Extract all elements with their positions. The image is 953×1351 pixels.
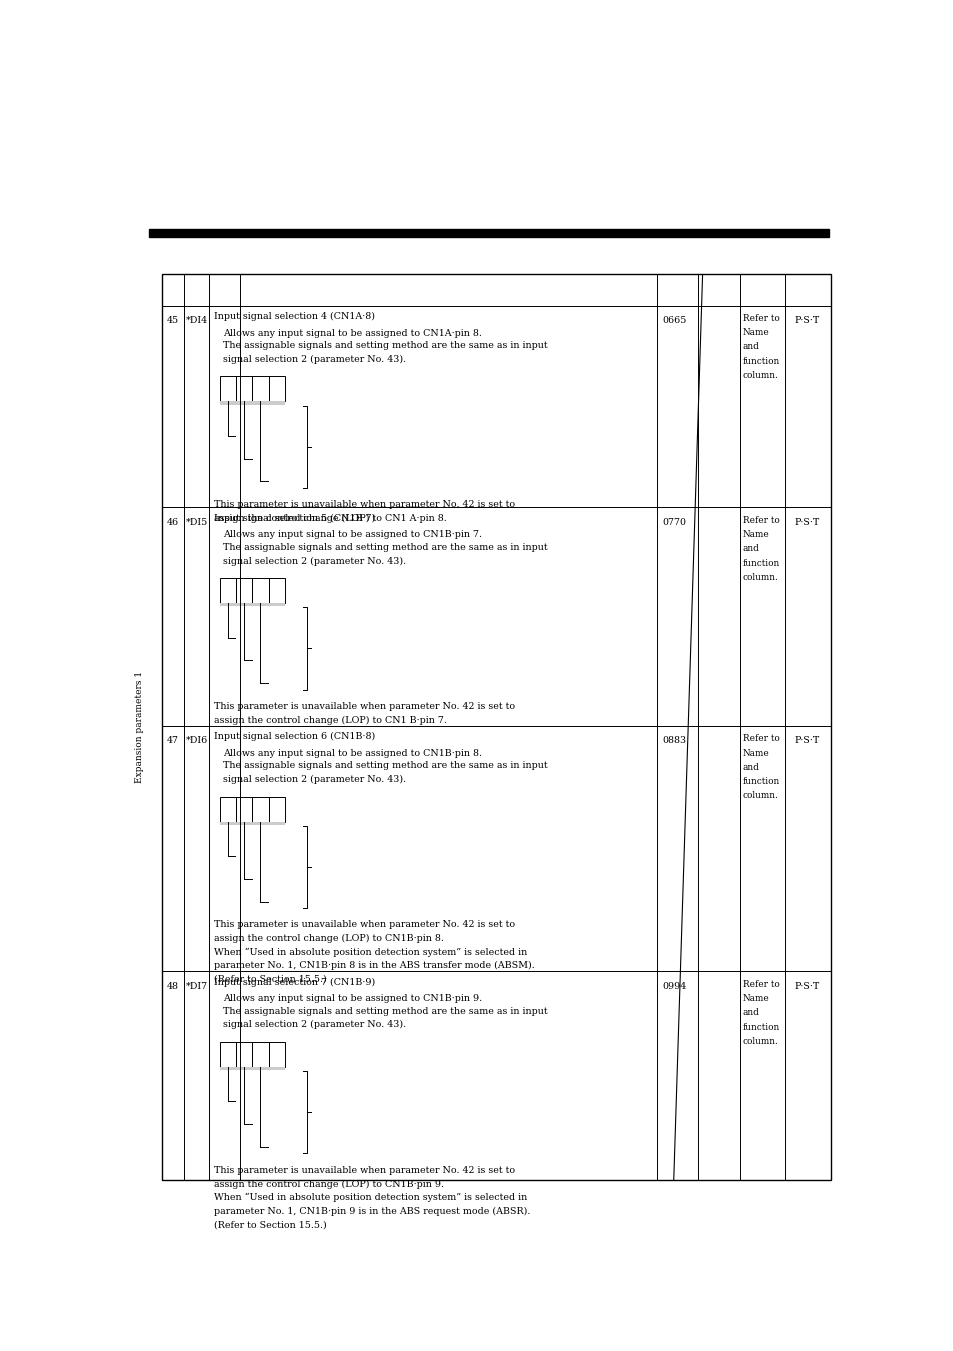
Text: assign the control change (LOP) to CN1B·pin 9.: assign the control change (LOP) to CN1B·… <box>213 1179 443 1189</box>
Text: P·S·T: P·S·T <box>794 982 820 990</box>
Bar <box>219 797 235 821</box>
Bar <box>219 1067 285 1070</box>
Bar <box>219 578 235 603</box>
Text: 47: 47 <box>167 736 179 746</box>
Bar <box>252 377 269 401</box>
Text: This parameter is unavailable when parameter No. 42 is set to: This parameter is unavailable when param… <box>213 1166 515 1175</box>
Text: Allows any input signal to be assigned to CN1B·pin 9.: Allows any input signal to be assigned t… <box>222 994 481 1004</box>
Bar <box>235 377 252 401</box>
Text: The assignable signals and setting method are the same as in input: The assignable signals and setting metho… <box>222 762 547 770</box>
Text: The assignable signals and setting method are the same as in input: The assignable signals and setting metho… <box>222 340 547 350</box>
Text: (Refer to Section 15.5.): (Refer to Section 15.5.) <box>213 1220 326 1229</box>
Text: The assignable signals and setting method are the same as in input: The assignable signals and setting metho… <box>222 543 547 551</box>
Bar <box>269 1042 285 1067</box>
Text: parameter No. 1, CN1B·pin 8 is in the ABS transfer mode (ABSM).: parameter No. 1, CN1B·pin 8 is in the AB… <box>213 961 534 970</box>
Text: 0883: 0883 <box>661 736 685 746</box>
Bar <box>269 797 285 821</box>
Text: When “Used in absolute position detection system” is selected in: When “Used in absolute position detectio… <box>213 947 527 957</box>
Text: This parameter is unavailable when parameter No. 42 is set to: This parameter is unavailable when param… <box>213 703 515 711</box>
Text: Allows any input signal to be assigned to CN1B·pin 7.: Allows any input signal to be assigned t… <box>222 531 481 539</box>
Bar <box>149 228 828 236</box>
Text: Input signal selection 7 (CN1B·9): Input signal selection 7 (CN1B·9) <box>213 978 375 986</box>
Bar <box>219 1042 235 1067</box>
Text: The assignable signals and setting method are the same as in input: The assignable signals and setting metho… <box>222 1006 547 1016</box>
Text: assign the control change (LOP) to CN1 A·pin 8.: assign the control change (LOP) to CN1 A… <box>213 513 446 523</box>
Text: This parameter is unavailable when parameter No. 42 is set to: This parameter is unavailable when param… <box>213 920 515 929</box>
Text: Input signal selection 6 (CN1B·8): Input signal selection 6 (CN1B·8) <box>213 732 375 742</box>
Bar <box>235 797 252 821</box>
Text: 0770: 0770 <box>661 517 685 527</box>
Text: 46: 46 <box>167 517 179 527</box>
Bar <box>252 1042 269 1067</box>
Text: Refer to
Name
and
function
column.: Refer to Name and function column. <box>741 979 779 1046</box>
Text: *DI7: *DI7 <box>186 982 208 990</box>
Text: assign the control change (LOP) to CN1 B·pin 7.: assign the control change (LOP) to CN1 B… <box>213 716 446 724</box>
Bar <box>219 603 285 607</box>
Text: Input signal selection 4 (CN1A·8): Input signal selection 4 (CN1A·8) <box>213 312 375 322</box>
Text: When “Used in absolute position detection system” is selected in: When “Used in absolute position detectio… <box>213 1193 527 1202</box>
Text: signal selection 2 (parameter No. 43).: signal selection 2 (parameter No. 43). <box>222 354 405 363</box>
Bar <box>235 1042 252 1067</box>
Text: Expansion parameters 1: Expansion parameters 1 <box>134 671 144 784</box>
Bar <box>162 274 830 1179</box>
Text: 48: 48 <box>167 982 179 990</box>
Text: Allows any input signal to be assigned to CN1B·pin 8.: Allows any input signal to be assigned t… <box>222 748 481 758</box>
Bar <box>269 578 285 603</box>
Text: Input signal selection 5 (CN1B·7): Input signal selection 5 (CN1B·7) <box>213 513 375 523</box>
Bar <box>252 797 269 821</box>
Text: 0994: 0994 <box>661 982 685 990</box>
Text: *DI5: *DI5 <box>186 517 208 527</box>
Text: assign the control change (LOP) to CN1B·pin 8.: assign the control change (LOP) to CN1B·… <box>213 934 443 943</box>
Text: (Refer to Section 15.5.): (Refer to Section 15.5.) <box>213 974 326 984</box>
Text: This parameter is unavailable when parameter No. 42 is set to: This parameter is unavailable when param… <box>213 500 515 509</box>
Text: P·S·T: P·S·T <box>794 736 820 746</box>
Bar <box>219 377 235 401</box>
Text: *DI6: *DI6 <box>186 736 208 746</box>
Text: Refer to
Name
and
function
column.: Refer to Name and function column. <box>741 313 779 380</box>
Text: 45: 45 <box>167 316 179 326</box>
Bar <box>252 578 269 603</box>
Bar <box>219 821 285 824</box>
Text: *DI4: *DI4 <box>186 316 208 326</box>
Text: 0665: 0665 <box>661 316 685 326</box>
Text: Refer to
Name
and
function
column.: Refer to Name and function column. <box>741 516 779 582</box>
Text: signal selection 2 (parameter No. 43).: signal selection 2 (parameter No. 43). <box>222 1020 405 1029</box>
Text: Allows any input signal to be assigned to CN1A·pin 8.: Allows any input signal to be assigned t… <box>222 328 481 338</box>
Text: Refer to
Name
and
function
column.: Refer to Name and function column. <box>741 734 779 800</box>
Bar <box>219 401 285 404</box>
Bar <box>235 578 252 603</box>
Text: parameter No. 1, CN1B·pin 9 is in the ABS request mode (ABSR).: parameter No. 1, CN1B·pin 9 is in the AB… <box>213 1206 530 1216</box>
Text: P·S·T: P·S·T <box>794 316 820 326</box>
Text: signal selection 2 (parameter No. 43).: signal selection 2 (parameter No. 43). <box>222 557 405 566</box>
Bar <box>269 377 285 401</box>
Text: P·S·T: P·S·T <box>794 517 820 527</box>
Text: signal selection 2 (parameter No. 43).: signal selection 2 (parameter No. 43). <box>222 775 405 784</box>
